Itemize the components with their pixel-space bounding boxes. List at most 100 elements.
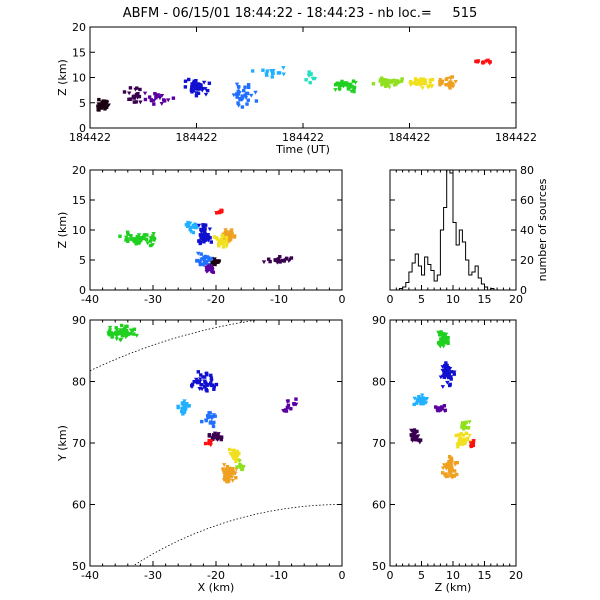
source-point <box>381 81 385 86</box>
x-y-ylabel: Y (km) <box>56 425 69 462</box>
source-point <box>225 241 229 246</box>
source-point <box>233 450 239 455</box>
source-point <box>202 256 207 261</box>
source-point <box>246 83 251 87</box>
source-point <box>212 387 216 391</box>
y-tick-label: 50 <box>372 560 386 573</box>
source-point <box>123 326 127 330</box>
source-point <box>227 477 231 481</box>
source-point <box>307 70 311 74</box>
y-tick-label: 40 <box>520 224 534 237</box>
source-point <box>448 76 453 81</box>
source-point <box>415 429 419 434</box>
source-point <box>203 236 209 241</box>
source-point <box>209 376 214 380</box>
source-point <box>207 227 213 232</box>
source-point <box>270 69 274 73</box>
x-tick-label: -10 <box>270 569 288 582</box>
source-point <box>387 80 391 85</box>
source-point <box>249 93 254 98</box>
source-point <box>234 457 238 461</box>
source-point <box>229 228 234 233</box>
y-tick-label: 0 <box>79 284 86 297</box>
source-point <box>224 244 229 249</box>
source-point <box>464 431 469 435</box>
source-point <box>415 401 419 405</box>
source-point <box>449 377 453 381</box>
source-point <box>412 81 417 85</box>
source-point <box>428 81 433 86</box>
source-point <box>135 95 140 100</box>
source-point <box>223 228 228 233</box>
source-point <box>208 443 214 448</box>
y-tick-label: 90 <box>72 314 86 327</box>
source-point <box>144 237 149 242</box>
source-point <box>449 462 453 467</box>
source-point <box>192 379 197 384</box>
source-point <box>132 327 137 331</box>
y-tick-label: 20 <box>520 254 534 267</box>
source-point <box>194 78 198 83</box>
source-point <box>220 241 224 246</box>
source-point <box>214 211 219 215</box>
source-point <box>382 81 388 86</box>
x-tick-label: 184422 <box>495 131 537 144</box>
source-point <box>234 476 238 480</box>
source-point <box>239 464 243 468</box>
source-point <box>203 385 207 389</box>
source-point <box>245 102 249 106</box>
y-tick-label: 60 <box>372 499 386 512</box>
x-tick-label: 15 <box>478 293 492 306</box>
source-point <box>210 269 214 274</box>
source-point <box>221 245 226 249</box>
source-point <box>443 363 447 368</box>
source-point <box>186 220 190 225</box>
source-point <box>459 432 463 436</box>
source-point <box>394 82 398 87</box>
source-point <box>201 223 205 227</box>
source-point <box>265 69 269 73</box>
source-point <box>198 87 202 91</box>
source-point <box>190 85 194 89</box>
source-point <box>233 453 237 458</box>
source-point <box>423 81 427 86</box>
source-point <box>371 82 376 86</box>
source-point <box>104 105 109 109</box>
source-point <box>182 410 187 414</box>
source-point <box>213 262 217 267</box>
source-point <box>188 227 192 231</box>
source-point <box>212 257 217 262</box>
source-point <box>422 397 426 402</box>
x-tick-label: -10 <box>270 293 288 306</box>
source-point <box>204 260 210 264</box>
source-point <box>127 91 132 96</box>
source-point <box>96 104 100 108</box>
source-point <box>96 108 100 112</box>
source-point <box>261 260 267 265</box>
x-tick-label: 15 <box>478 569 492 582</box>
source-point <box>207 81 212 85</box>
source-point <box>199 85 203 89</box>
source-point <box>241 465 246 470</box>
source-point <box>202 236 207 241</box>
source-point <box>202 262 206 266</box>
source-point <box>471 442 476 446</box>
source-point <box>419 400 425 405</box>
source-point <box>286 403 291 408</box>
source-point <box>219 437 223 442</box>
source-point <box>446 335 450 340</box>
source-point <box>129 237 135 242</box>
source-point <box>196 223 202 228</box>
source-point <box>410 437 415 442</box>
source-point <box>378 79 382 83</box>
y-tick-label: 5 <box>79 254 86 267</box>
source-point <box>191 83 196 87</box>
source-point <box>408 79 413 84</box>
source-point <box>285 405 290 410</box>
source-point <box>140 236 144 240</box>
source-point <box>306 74 312 78</box>
x-z-plot-area <box>118 208 294 274</box>
source-point <box>442 372 446 376</box>
source-point <box>219 208 224 213</box>
x-tick-label: 5 <box>418 569 425 582</box>
